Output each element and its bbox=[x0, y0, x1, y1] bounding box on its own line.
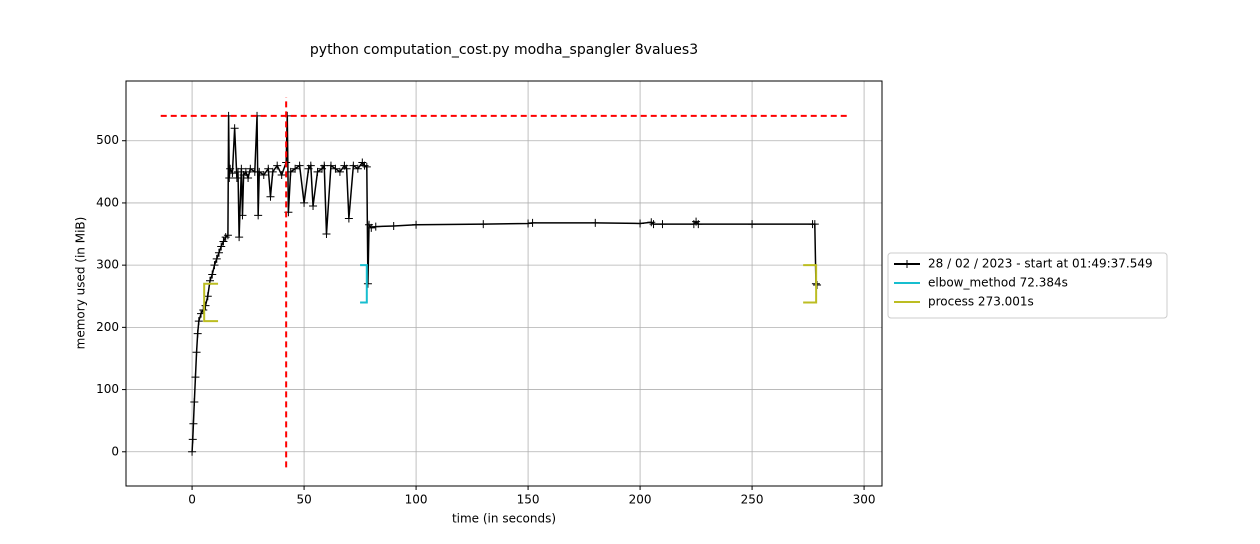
point-marker bbox=[326, 161, 335, 170]
point-marker bbox=[191, 373, 200, 382]
point-marker bbox=[649, 220, 658, 229]
point-marker bbox=[192, 348, 201, 357]
point-marker bbox=[238, 211, 247, 220]
point-marker bbox=[219, 237, 228, 246]
point-marker bbox=[228, 169, 237, 178]
x-tick-label: 250 bbox=[741, 493, 764, 507]
point-marker bbox=[212, 254, 221, 263]
point-marker bbox=[208, 270, 217, 279]
point-marker bbox=[362, 162, 371, 171]
legend-box bbox=[887, 252, 1168, 319]
y-axis-label: memory used (in MiB) bbox=[74, 217, 88, 350]
point-marker bbox=[371, 222, 380, 231]
point-marker bbox=[658, 220, 667, 229]
plot-frame bbox=[125, 80, 883, 487]
point-marker bbox=[259, 170, 268, 179]
point-marker bbox=[210, 261, 219, 270]
point-marker bbox=[320, 161, 329, 170]
point-marker bbox=[694, 220, 703, 229]
point-marker bbox=[268, 167, 277, 176]
y-tick-label: 0 bbox=[111, 444, 119, 458]
point-marker bbox=[363, 279, 372, 288]
point-marker bbox=[300, 198, 309, 207]
x-tick-label: 300 bbox=[853, 493, 876, 507]
x-tick-label: 100 bbox=[405, 493, 428, 507]
point-marker bbox=[194, 317, 203, 326]
y-tick-label: 400 bbox=[96, 195, 119, 209]
point-marker bbox=[322, 230, 331, 239]
x-tick-label: 0 bbox=[188, 493, 196, 507]
point-marker bbox=[201, 301, 210, 310]
point-marker bbox=[349, 161, 358, 170]
point-marker bbox=[223, 231, 232, 240]
legend-label: process 273.001s bbox=[928, 295, 1034, 309]
point-marker bbox=[367, 223, 376, 232]
point-marker bbox=[277, 170, 286, 179]
point-marker bbox=[309, 202, 318, 211]
point-marker bbox=[313, 167, 322, 176]
point-marker bbox=[235, 233, 244, 242]
y-tick-label: 200 bbox=[96, 320, 119, 334]
point-marker bbox=[335, 167, 344, 176]
point-marker bbox=[295, 161, 304, 170]
point-marker bbox=[237, 164, 246, 173]
point-marker bbox=[188, 447, 197, 456]
point-marker bbox=[273, 161, 282, 170]
point-marker bbox=[389, 221, 398, 230]
point-marker bbox=[230, 124, 239, 133]
point-marker bbox=[241, 167, 250, 176]
point-marker bbox=[232, 174, 241, 183]
point-marker bbox=[528, 218, 537, 227]
point-marker bbox=[353, 164, 362, 173]
point-marker bbox=[286, 167, 295, 176]
point-marker bbox=[255, 167, 264, 176]
series-line bbox=[360, 264, 368, 304]
point-marker bbox=[344, 214, 353, 223]
point-marker bbox=[244, 174, 253, 183]
point-marker bbox=[266, 192, 275, 201]
point-marker bbox=[190, 398, 199, 407]
point-marker bbox=[342, 164, 351, 173]
point-marker bbox=[225, 174, 234, 183]
point-marker bbox=[331, 164, 340, 173]
point-marker bbox=[214, 248, 223, 257]
point-marker bbox=[524, 219, 533, 228]
point-marker bbox=[591, 218, 600, 227]
chart-title: python computation_cost.py modha_spangle… bbox=[310, 42, 698, 58]
plot-area bbox=[160, 97, 849, 468]
series-line bbox=[203, 264, 818, 323]
point-marker bbox=[193, 329, 202, 338]
x-axis-label: time (in seconds) bbox=[452, 512, 556, 526]
point-marker bbox=[412, 220, 421, 229]
legend-label: 28 / 02 / 2023 - start at 01:49:37.549 bbox=[928, 257, 1153, 271]
point-marker bbox=[291, 164, 300, 173]
point-marker bbox=[647, 218, 656, 227]
point-marker bbox=[636, 219, 645, 228]
point-marker bbox=[189, 419, 198, 428]
point-marker bbox=[306, 161, 315, 170]
point-marker bbox=[217, 242, 226, 251]
point-marker bbox=[748, 220, 757, 229]
point-marker bbox=[246, 164, 255, 173]
point-marker bbox=[188, 435, 197, 444]
point-marker bbox=[264, 164, 273, 173]
x-tick-label: 150 bbox=[517, 493, 540, 507]
y-tick-label: 300 bbox=[96, 258, 119, 272]
x-tick-label: 200 bbox=[629, 493, 652, 507]
x-tick-label: 50 bbox=[296, 493, 311, 507]
legend-label: elbow_method 72.384s bbox=[928, 276, 1068, 290]
y-tick-label: 500 bbox=[96, 133, 119, 147]
legend-marker bbox=[903, 260, 911, 268]
point-marker bbox=[226, 164, 235, 173]
y-tick-label: 100 bbox=[96, 382, 119, 396]
point-marker bbox=[254, 211, 263, 220]
point-marker bbox=[479, 220, 488, 229]
point-marker bbox=[810, 220, 819, 229]
